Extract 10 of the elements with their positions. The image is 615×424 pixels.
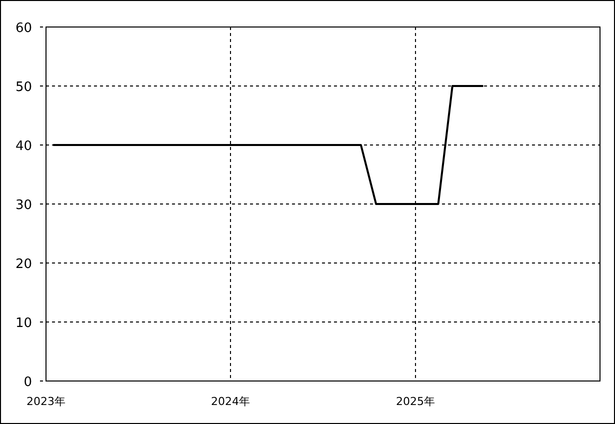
x-tick-label: 2024年 [211, 395, 250, 408]
y-tick-label: 30 [15, 198, 32, 213]
y-tick-label: 0 [24, 375, 32, 390]
x-tick-label: 2025年 [396, 395, 435, 408]
y-tick-label: 50 [15, 80, 32, 95]
y-tick-label: 20 [15, 257, 32, 272]
y-tick-label: 60 [15, 21, 32, 36]
x-tick-label: 2023年 [26, 395, 66, 408]
y-tick-label: 10 [15, 316, 32, 331]
y-tick-label: 40 [15, 139, 32, 154]
